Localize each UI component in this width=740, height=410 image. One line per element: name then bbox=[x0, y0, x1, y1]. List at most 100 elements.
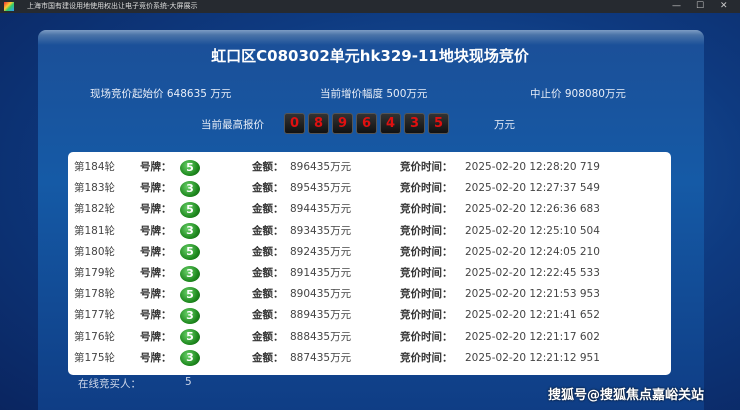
time-label: 竞价时间： bbox=[400, 161, 453, 173]
plate-badge: 3 bbox=[180, 265, 200, 282]
amount-label: 金额： bbox=[252, 224, 284, 237]
plate-label: 号牌： bbox=[140, 161, 172, 173]
time-label: 竞价时间： bbox=[400, 203, 453, 216]
bid-digit: 8 bbox=[308, 113, 329, 134]
plate-badge: 3 bbox=[180, 223, 200, 240]
amount-label: 金额： bbox=[252, 330, 284, 343]
highest-bid-label: 当前最高报价 bbox=[201, 119, 264, 131]
plate-label: 号牌： bbox=[140, 288, 172, 301]
table-row: 第184轮 号牌： 5 金额： 896435万元 竞价时间： 2025-02-2… bbox=[68, 157, 671, 178]
bid-time: 2025-02-20 12:24:05 210 bbox=[465, 245, 600, 258]
bid-history-list: 第184轮 号牌： 5 金额： 896435万元 竞价时间： 2025-02-2… bbox=[68, 152, 671, 375]
round: 第183轮 bbox=[74, 182, 116, 195]
table-row: 第181轮 号牌： 3 金额： 893435万元 竞价时间： 2025-02-2… bbox=[68, 221, 671, 242]
amount-value: 895435万元 bbox=[290, 182, 352, 195]
time-label: 竞价时间： bbox=[400, 245, 453, 258]
plate-badge: 5 bbox=[180, 159, 200, 176]
time-label: 竞价时间： bbox=[400, 309, 453, 322]
amount-value: 892435万元 bbox=[290, 245, 352, 258]
plate-label: 号牌： bbox=[140, 245, 172, 258]
bid-time: 2025-02-20 12:21:41 652 bbox=[465, 309, 600, 322]
maximize-button[interactable]: ☐ bbox=[696, 1, 705, 11]
online-bidders-count: 5 bbox=[185, 376, 192, 388]
table-row: 第175轮 号牌： 3 金额： 887435万元 竞价时间： 2025-02-2… bbox=[68, 348, 671, 369]
bid-digit: 5 bbox=[428, 113, 449, 134]
plate-label: 号牌： bbox=[140, 182, 172, 195]
bid-time: 2025-02-20 12:28:20 719 bbox=[465, 161, 600, 173]
app-icon bbox=[4, 2, 14, 11]
title-bar: 上海市国有建设用地使用权出让电子竞价系统-大屏展示 — ☐ ✕ bbox=[0, 0, 740, 13]
start-price-value: 648635 万元 bbox=[166, 88, 232, 100]
stop-price-value: 908080万元 bbox=[564, 88, 626, 100]
round: 第181轮 bbox=[74, 224, 116, 237]
round: 第184轮 bbox=[74, 161, 116, 173]
bid-digit: 3 bbox=[404, 113, 425, 134]
plate-label: 号牌： bbox=[140, 351, 172, 364]
amount-value: 888435万元 bbox=[290, 330, 352, 343]
amount-value: 891435万元 bbox=[290, 267, 352, 279]
bid-digit: 6 bbox=[356, 113, 377, 134]
watermark: 搜狐号@搜狐焦点嘉峪关站 bbox=[548, 388, 705, 403]
time-label: 竞价时间： bbox=[400, 267, 453, 279]
increment: 当前增价幅度 500万元 bbox=[320, 86, 427, 101]
round: 第177轮 bbox=[74, 309, 116, 322]
plate-badge: 3 bbox=[180, 350, 200, 367]
plate-badge: 3 bbox=[180, 307, 200, 324]
increment-value: 500万元 bbox=[386, 88, 428, 100]
increment-label: 当前增价幅度 bbox=[320, 88, 383, 100]
bid-time: 2025-02-20 12:26:36 683 bbox=[465, 203, 600, 216]
start-price: 现场竞价起始价 648635 万元 bbox=[90, 86, 231, 101]
amount-label: 金额： bbox=[252, 288, 284, 301]
round: 第175轮 bbox=[74, 351, 116, 364]
amount-label: 金额： bbox=[252, 267, 284, 279]
bid-time: 2025-02-20 12:21:17 602 bbox=[465, 330, 600, 343]
amount-label: 金额： bbox=[252, 203, 284, 216]
amount-label: 金额： bbox=[252, 245, 284, 258]
plate-label: 号牌： bbox=[140, 267, 172, 279]
plate-badge: 5 bbox=[180, 244, 200, 261]
table-row: 第176轮 号牌： 5 金额： 888435万元 竞价时间： 2025-02-2… bbox=[68, 327, 671, 348]
window-title: 上海市国有建设用地使用权出让电子竞价系统-大屏展示 bbox=[27, 2, 198, 10]
amount-value: 894435万元 bbox=[290, 203, 352, 216]
amount-value: 893435万元 bbox=[290, 224, 352, 237]
table-row: 第177轮 号牌： 3 金额： 889435万元 竞价时间： 2025-02-2… bbox=[68, 305, 671, 326]
bid-time: 2025-02-20 12:21:53 953 bbox=[465, 288, 600, 301]
minimize-button[interactable]: — bbox=[672, 1, 681, 11]
table-row: 第182轮 号牌： 5 金额： 894435万元 竞价时间： 2025-02-2… bbox=[68, 199, 671, 220]
plate-label: 号牌： bbox=[140, 330, 172, 343]
plate-label: 号牌： bbox=[140, 224, 172, 237]
time-label: 竞价时间： bbox=[400, 224, 453, 237]
start-price-label: 现场竞价起始价 bbox=[90, 88, 164, 100]
amount-label: 金额： bbox=[252, 309, 284, 322]
page-title: 虹口区C080302单元hk329-11地块现场竞价 bbox=[211, 47, 529, 65]
stop-price-label: 中止价 bbox=[530, 88, 562, 100]
amount-value: 887435万元 bbox=[290, 351, 352, 364]
round: 第176轮 bbox=[74, 330, 116, 343]
round: 第179轮 bbox=[74, 267, 116, 279]
plate-badge: 5 bbox=[180, 201, 200, 218]
amount-label: 金额： bbox=[252, 161, 284, 173]
table-row: 第180轮 号牌： 5 金额： 892435万元 竞价时间： 2025-02-2… bbox=[68, 242, 671, 263]
round: 第178轮 bbox=[74, 288, 116, 301]
online-bidders-label: 在线竞买人： bbox=[78, 378, 141, 390]
time-label: 竞价时间： bbox=[400, 330, 453, 343]
amount-label: 金额： bbox=[252, 351, 284, 364]
plate-badge: 5 bbox=[180, 329, 200, 346]
table-row: 第178轮 号牌： 5 金额： 890435万元 竞价时间： 2025-02-2… bbox=[68, 284, 671, 305]
highest-bid-unit: 万元 bbox=[494, 119, 515, 131]
bid-time: 2025-02-20 12:27:37 549 bbox=[465, 182, 600, 195]
round: 第180轮 bbox=[74, 245, 116, 258]
plate-label: 号牌： bbox=[140, 309, 172, 322]
round: 第182轮 bbox=[74, 203, 116, 216]
amount-value: 896435万元 bbox=[290, 161, 352, 173]
amount-value: 890435万元 bbox=[290, 288, 352, 301]
stop-price: 中止价 908080万元 bbox=[530, 86, 626, 101]
time-label: 竞价时间： bbox=[400, 288, 453, 301]
amount-value: 889435万元 bbox=[290, 309, 352, 322]
time-label: 竞价时间： bbox=[400, 182, 453, 195]
close-button[interactable]: ✕ bbox=[720, 1, 728, 11]
table-row: 第179轮 号牌： 3 金额： 891435万元 竞价时间： 2025-02-2… bbox=[68, 263, 671, 284]
plate-badge: 5 bbox=[180, 286, 200, 303]
plate-label: 号牌： bbox=[140, 203, 172, 216]
